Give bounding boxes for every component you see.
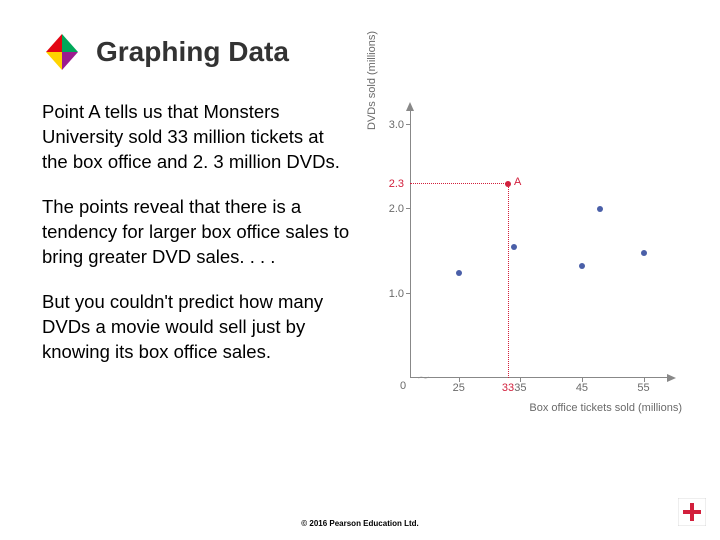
- axis-break-icon: ⁓: [418, 374, 428, 382]
- y-tick-label: 3.0: [389, 119, 404, 131]
- highlight-point-label: A: [514, 176, 521, 188]
- paragraph: Point A tells us that Monsters Universit…: [42, 100, 352, 175]
- corner-badge-icon: [678, 498, 706, 526]
- highlight-guide-h: [410, 183, 508, 184]
- title-row: Graphing Data: [42, 32, 678, 72]
- data-point: [456, 270, 462, 276]
- origin-label: 0: [400, 380, 406, 392]
- data-point: [511, 244, 517, 250]
- copyright-text: © 2016 Pearson Education Ltd.: [0, 519, 720, 528]
- y-axis-line: [410, 108, 411, 378]
- highlight-point: [505, 181, 511, 187]
- x-tick-label: 55: [637, 382, 649, 394]
- data-point: [579, 263, 585, 269]
- y-tick-label: 2.0: [389, 203, 404, 215]
- brand-logo-icon: [42, 32, 82, 72]
- data-point: [597, 206, 603, 212]
- highlight-x-annotation: 33: [502, 382, 514, 394]
- y-tick-label: 1.0: [389, 288, 404, 300]
- highlight-y-annotation: 2.3: [389, 178, 404, 190]
- scatter-chart: DVDs sold (millions) 0 1.02.03.0⁓2535455…: [372, 100, 682, 420]
- data-point: [641, 250, 647, 256]
- x-axis-line: [410, 377, 670, 378]
- body-text: Point A tells us that Monsters Universit…: [42, 100, 352, 420]
- x-tick-label: 45: [576, 382, 588, 394]
- x-axis-label: Box office tickets sold (millions): [529, 402, 682, 414]
- highlight-guide-v: [508, 184, 509, 378]
- paragraph: The points reveal that there is a tenden…: [42, 195, 352, 270]
- y-axis-label: DVDs sold (millions): [366, 31, 378, 130]
- paragraph: But you couldn't predict how many DVDs a…: [42, 290, 352, 365]
- x-tick-label: 35: [514, 382, 526, 394]
- x-axis-arrow-icon: [667, 374, 676, 382]
- y-axis-arrow-icon: [406, 102, 414, 111]
- x-tick-label: 25: [453, 382, 465, 394]
- plot-area: 0 1.02.03.0⁓25354555A2.333: [410, 108, 670, 378]
- page-title: Graphing Data: [96, 36, 289, 68]
